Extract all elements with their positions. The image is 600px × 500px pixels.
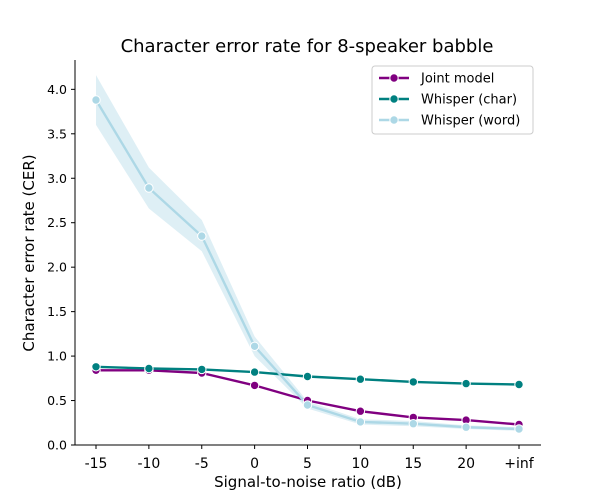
y-axis-label: Character error rate (CER)	[20, 154, 38, 351]
data-point	[408, 419, 418, 429]
y-tick-label: 2.0	[47, 260, 67, 275]
legend: Joint model Whisper (char) Whisper (word)	[371, 65, 534, 135]
data-point	[249, 380, 260, 391]
y-tick-label: 1.5	[47, 304, 67, 319]
data-point	[514, 424, 524, 434]
legend-label-2: Whisper (word)	[421, 114, 520, 129]
data-point	[249, 341, 260, 351]
x-ticks: -15 -10 -5 0 5 10 15 20 +inf	[85, 445, 535, 472]
data-point	[144, 363, 154, 374]
data-point	[197, 364, 207, 375]
series-markers	[91, 95, 524, 434]
chart-title: Character error rate for 8-speaker babbl…	[121, 36, 494, 57]
y-tick-label: 4.0	[47, 82, 67, 97]
x-tick-label: 10	[351, 456, 369, 472]
data-point	[144, 183, 154, 193]
x-tick-label: 15	[404, 456, 422, 472]
data-point	[249, 367, 260, 377]
data-point	[302, 371, 313, 382]
legend-marker-2	[389, 115, 399, 125]
data-point	[461, 378, 471, 389]
legend-marker-0	[389, 73, 399, 83]
x-tick-label: -10	[137, 456, 160, 472]
x-tick-label: +inf	[504, 456, 534, 472]
legend-label-1: Whisper (char)	[421, 93, 517, 108]
y-tick-label: 3.0	[47, 171, 67, 186]
y-tick-label: 1.0	[47, 349, 67, 364]
legend-label-0: Joint model	[420, 72, 494, 87]
y-tick-label: 3.5	[47, 126, 67, 141]
y-tick-label: 0.0	[47, 438, 67, 453]
y-tick-label: 2.5	[47, 215, 67, 230]
x-tick-label: -15	[85, 456, 108, 472]
data-point	[355, 406, 366, 416]
x-tick-label: -5	[195, 456, 209, 472]
x-axis-label: Signal-to-noise ratio (dB)	[214, 473, 402, 491]
data-point	[91, 95, 101, 105]
data-point	[461, 422, 471, 432]
data-point	[302, 400, 313, 410]
data-point	[514, 379, 524, 390]
x-tick-label: 0	[250, 456, 259, 472]
data-point	[197, 231, 207, 241]
legend-frame	[371, 65, 534, 135]
data-point	[408, 377, 418, 387]
x-tick-label: 20	[457, 456, 475, 472]
y-ticks: 0.0 0.5 1.0 1.5 2.0 2.5 3.0 3.5 4.0	[47, 82, 75, 453]
x-tick-label: 5	[303, 456, 312, 472]
data-point	[91, 362, 101, 372]
legend-marker-1	[389, 94, 399, 104]
data-point	[355, 417, 366, 427]
data-point	[355, 374, 366, 384]
y-tick-label: 0.5	[47, 393, 67, 408]
